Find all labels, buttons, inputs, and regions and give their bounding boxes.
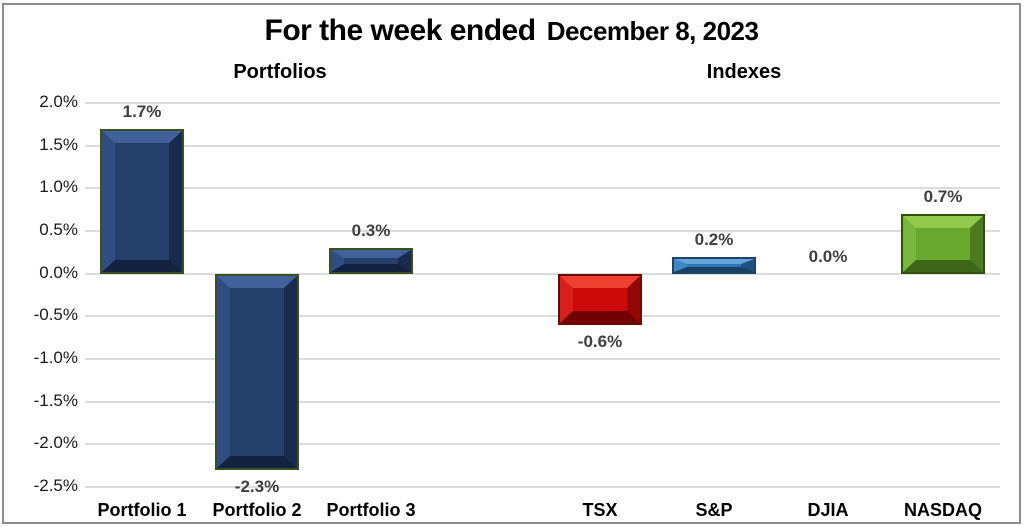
gridline	[85, 145, 1000, 147]
bar-bevel	[102, 131, 182, 272]
bar-tsx	[558, 274, 642, 325]
bar-bevel	[217, 276, 297, 468]
gridline	[85, 102, 1000, 104]
chart-title-date-text: December 8, 2023	[546, 16, 759, 46]
bar-portfolio-3	[329, 248, 413, 274]
gridline	[85, 187, 1000, 189]
y-axis-tick-label: -2.0%	[33, 433, 78, 452]
x-axis-category-label: Portfolio 2	[212, 500, 302, 520]
bar-portfolio-1	[100, 129, 184, 274]
y-axis-tick-label: 1.5%	[39, 135, 78, 154]
bar-s-p	[672, 257, 756, 274]
data-label-portfolio-1: 1.7%	[122, 102, 162, 121]
gridline	[85, 401, 1000, 403]
y-axis-tick-label: 0.0%	[39, 263, 78, 282]
data-label-djia: 0.0%	[808, 247, 848, 266]
chart-outer-border	[2, 3, 1021, 524]
y-axis-tick-label: -2.5%	[33, 476, 78, 495]
x-axis-category-label: Portfolio 3	[326, 500, 416, 520]
gridline	[85, 443, 1000, 445]
gridline	[85, 486, 1000, 488]
group-label-portfolios: Portfolios	[233, 61, 327, 83]
data-label-tsx: -0.6%	[577, 332, 623, 351]
gridline	[85, 315, 1000, 317]
x-axis-category-label: S&P	[695, 500, 733, 520]
bar-nasdaq	[901, 214, 985, 274]
bar-portfolio-2	[215, 274, 299, 470]
y-axis-tick-label: 0.5%	[39, 220, 78, 239]
y-axis-tick-label: 1.0%	[39, 177, 78, 196]
chart-title-date	[540, 16, 547, 46]
plot-area	[85, 102, 1000, 488]
bar-bevel	[903, 216, 983, 272]
chart-title: For the week ended December 8, 2023	[2, 14, 1021, 48]
y-axis-tick-label: -1.0%	[33, 348, 78, 367]
data-label-s-p: 0.2%	[694, 230, 734, 249]
group-label-indexes: Indexes	[706, 61, 782, 83]
data-label-portfolio-3: 0.3%	[351, 221, 391, 240]
chart-title-main: For the week ended	[264, 14, 537, 47]
x-axis-category-label: Portfolio 1	[97, 500, 187, 520]
bar-bevel	[674, 259, 754, 272]
bar-bevel	[560, 276, 640, 323]
gridline	[85, 358, 1000, 360]
bar-bevel	[331, 250, 411, 272]
data-label-portfolio-2: -2.3%	[234, 477, 280, 496]
gridline	[85, 273, 1000, 275]
data-label-nasdaq: 0.7%	[923, 187, 963, 206]
y-axis-tick-label: 2.0%	[39, 92, 78, 111]
gridline	[85, 230, 1000, 232]
y-axis-tick-label: -0.5%	[33, 305, 78, 324]
x-axis-category-label: TSX	[582, 500, 618, 520]
x-axis-category-label: NASDAQ	[903, 500, 982, 520]
x-axis-category-label: DJIA	[807, 500, 849, 520]
y-axis-tick-label: -1.5%	[33, 391, 78, 410]
